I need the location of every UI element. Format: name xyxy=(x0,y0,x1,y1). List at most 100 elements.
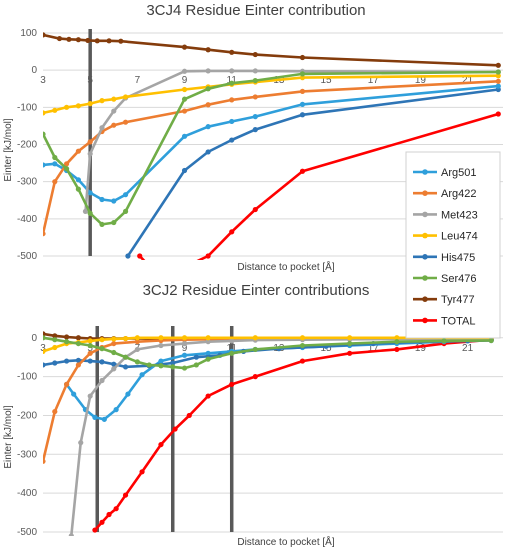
y-tick-label: 100 xyxy=(20,28,37,39)
data-point xyxy=(52,154,58,161)
data-point xyxy=(495,73,501,79)
data-point xyxy=(146,362,152,368)
legend-label: Tyr477 xyxy=(441,294,475,306)
data-point xyxy=(186,412,192,419)
data-point xyxy=(181,108,188,114)
x-tick-label: 21 xyxy=(462,75,474,86)
y-tick-label: 0 xyxy=(31,333,37,344)
data-point xyxy=(170,364,176,370)
legend-item-tyr477: Tyr477 xyxy=(413,294,475,306)
data-point xyxy=(63,339,70,345)
legend-label: His475 xyxy=(441,252,475,264)
data-point xyxy=(229,338,235,344)
x-tick-label: 9 xyxy=(182,75,188,86)
data-point xyxy=(495,78,501,84)
data-point xyxy=(181,86,188,93)
data-point xyxy=(111,108,117,114)
y-tick-label: -100 xyxy=(17,102,37,113)
data-point xyxy=(122,208,129,214)
data-point xyxy=(52,333,58,339)
data-point xyxy=(113,506,119,512)
data-point xyxy=(99,221,105,228)
data-point xyxy=(106,38,112,44)
y-tick-label: -400 xyxy=(17,214,37,225)
data-point xyxy=(181,335,188,341)
y-tick-label: 0 xyxy=(31,65,37,76)
data-point xyxy=(299,54,306,61)
data-point xyxy=(205,47,211,53)
data-point xyxy=(75,362,81,368)
data-point xyxy=(106,511,112,518)
data-point xyxy=(122,192,129,198)
data-point xyxy=(85,37,91,44)
legend-label: Arg422 xyxy=(441,188,476,200)
x-tick-label: 3 xyxy=(40,343,46,354)
data-point xyxy=(495,62,501,68)
data-point xyxy=(252,374,258,380)
data-point xyxy=(158,363,164,369)
data-point xyxy=(52,337,58,343)
data-point xyxy=(75,103,81,109)
data-point xyxy=(87,139,93,145)
data-point xyxy=(63,334,70,340)
data-point xyxy=(101,416,107,422)
data-point xyxy=(193,354,199,360)
data-point xyxy=(92,414,98,421)
data-point xyxy=(139,372,145,378)
data-point xyxy=(99,377,105,384)
x-axis-label: Distance to pocket [Å] xyxy=(237,535,334,548)
data-point xyxy=(181,340,188,347)
chart-3cj4: 3CJ4 Residue Einter contribution 100 0 -10… xyxy=(3,2,503,273)
data-point xyxy=(229,381,235,387)
data-point xyxy=(52,107,58,113)
data-point xyxy=(87,101,93,107)
data-point xyxy=(43,231,46,237)
data-point xyxy=(205,102,211,108)
legend-marker xyxy=(422,296,428,303)
y-tick-label: -400 xyxy=(17,488,37,499)
data-point xyxy=(252,51,258,58)
y-tick-label: -100 xyxy=(17,372,37,383)
data-point xyxy=(139,469,145,475)
data-point xyxy=(68,533,74,536)
data-point xyxy=(43,110,46,116)
data-point xyxy=(75,335,81,341)
legend-item-arg422: Arg422 xyxy=(413,188,476,200)
chart-3cj2: 3CJ2 Residue Einter contributions 0 -100 -… xyxy=(3,282,503,548)
y-tick-label: -500 xyxy=(17,527,37,538)
data-point xyxy=(488,337,494,344)
x-tick-label: 5 xyxy=(87,343,93,354)
data-point xyxy=(111,349,117,356)
data-point xyxy=(205,86,211,92)
data-point xyxy=(229,80,235,86)
series-his475 xyxy=(125,86,501,259)
legend-item-met423: Met423 xyxy=(413,209,478,221)
data-point xyxy=(111,366,117,372)
data-point xyxy=(75,357,81,363)
legend-item-ser476: Ser476 xyxy=(413,273,476,285)
data-point xyxy=(229,350,235,356)
series-line xyxy=(93,338,492,531)
series-line xyxy=(43,70,499,226)
series-arg422 xyxy=(43,78,501,237)
data-point xyxy=(134,335,140,341)
data-point xyxy=(299,75,306,81)
data-point xyxy=(205,253,211,259)
data-point xyxy=(299,335,306,341)
legend-label: TOTAL xyxy=(441,315,475,327)
data-point xyxy=(52,408,58,415)
data-point xyxy=(205,356,211,362)
data-point xyxy=(158,342,164,349)
data-point xyxy=(111,340,117,347)
data-point xyxy=(347,350,353,356)
data-point xyxy=(252,346,258,353)
data-point xyxy=(205,393,211,399)
series-tyr477 xyxy=(43,32,501,68)
data-point xyxy=(87,358,93,364)
data-point xyxy=(205,335,211,341)
data-point xyxy=(43,458,46,464)
data-point xyxy=(125,253,131,259)
data-point xyxy=(63,104,70,110)
data-point xyxy=(87,151,93,157)
data-point xyxy=(63,381,70,387)
